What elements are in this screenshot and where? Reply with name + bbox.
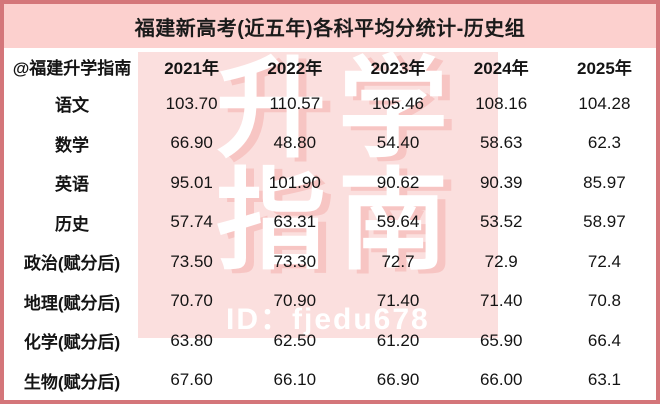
score-value: 58.97: [583, 212, 626, 232]
table-row: 政治(赋分后) 73.50 73.30 72.7 72.9 72.4: [4, 242, 656, 282]
watermark-id: ID：fjedu678: [226, 303, 430, 336]
subject-label: 地理(赋分后): [23, 293, 121, 313]
score-value: 59.64: [376, 212, 420, 232]
score-value: 66.90: [170, 133, 213, 153]
score-value: 104.28: [578, 93, 631, 113]
score-value: 63.31: [273, 212, 317, 232]
score-value: 70.8: [587, 291, 621, 311]
score-value: 70.90: [273, 291, 317, 311]
year-header-2024: 2024年: [473, 58, 529, 78]
year-header-2025: 2025年: [577, 58, 632, 78]
table-row: 化学(赋分后) 63.80 62.50 61.20 65.90 66.4: [4, 321, 656, 361]
score-value: 70.70: [170, 291, 213, 311]
subject-label: 政治(赋分后): [23, 254, 121, 274]
score-value: 72.9: [484, 251, 518, 271]
score-value: 61.20: [376, 330, 420, 350]
score-value: 66.4: [587, 330, 621, 350]
score-value: 62.3: [587, 133, 621, 153]
score-value: 108.16: [475, 93, 528, 113]
score-value: 66.10: [273, 370, 317, 390]
score-value: 54.40: [376, 133, 420, 153]
brand-watermark: 升学 指南 ID：fjedu678: [138, 52, 498, 338]
watermark-line2: 指南: [216, 160, 460, 284]
score-value: 73.30: [273, 251, 317, 271]
score-value: 48.80: [273, 133, 317, 153]
score-value: 72.7: [381, 251, 415, 271]
score-value: 71.40: [479, 291, 523, 311]
subject-label: 化学(赋分后): [23, 333, 121, 353]
score-value: 105.46: [372, 93, 424, 113]
score-value: 73.50: [170, 251, 213, 271]
score-value: 63.1: [587, 370, 621, 390]
table-row: 数学 66.90 48.80 54.40 58.63 62.3: [4, 124, 656, 164]
year-header-2022: 2022年: [267, 58, 323, 78]
score-value: 57.74: [170, 212, 213, 232]
table-row: 生物(赋分后) 67.60 66.10 66.90 66.00 63.1: [4, 361, 656, 401]
table-row: 地理(赋分后) 70.70 70.90 71.40 71.40 70.8: [4, 282, 656, 322]
subject-label: 生物(赋分后): [23, 372, 121, 392]
subject-label: 英语: [55, 175, 89, 195]
score-value: 90.62: [376, 172, 420, 192]
score-value: 67.60: [170, 370, 213, 390]
score-value: 58.63: [479, 133, 523, 153]
score-value: 53.52: [479, 212, 523, 232]
score-value: 90.39: [479, 172, 523, 192]
score-value: 62.50: [273, 330, 317, 350]
title-bar: 福建新高考(近五年)各科平均分统计-历史组: [4, 4, 656, 48]
subject-label: 语文: [55, 96, 89, 116]
year-header-2021: 2021年: [164, 58, 220, 78]
subject-label: 数学: [55, 135, 89, 155]
score-value: 63.80: [170, 330, 213, 350]
score-value: 101.90: [268, 172, 321, 192]
watermark-characters: 升学 指南: [178, 52, 498, 284]
table-row: 历史 57.74 63.31 59.64 53.52 58.97: [4, 203, 656, 243]
table-row: 语文 103.70 110.57 105.46 108.16 104.28: [4, 84, 656, 124]
score-value: 95.01: [170, 172, 213, 192]
score-table: @福建升学指南 2021年 2022年 2023年 2024年 2025年 语文…: [4, 48, 656, 400]
score-value: 72.4: [587, 251, 621, 271]
score-value: 71.40: [376, 291, 420, 311]
table-header-row: @福建升学指南 2021年 2022年 2023年 2024年 2025年: [4, 48, 656, 84]
score-value: 85.97: [583, 172, 626, 192]
score-value: 65.90: [479, 330, 523, 350]
watermark-line1: 升学: [216, 52, 460, 171]
subject-label: 历史: [55, 214, 89, 234]
score-value: 66.90: [376, 370, 420, 390]
score-value: 110.57: [269, 93, 321, 113]
page-title: 福建新高考(近五年)各科平均分统计-历史组: [134, 17, 526, 40]
table-row: 英语 95.01 101.90 90.62 90.39 85.97: [4, 163, 656, 203]
year-header-2023: 2023年: [370, 58, 426, 78]
corner-label: @福建升学指南: [12, 58, 132, 78]
score-value: 103.70: [165, 93, 218, 113]
score-value: 66.00: [479, 370, 523, 390]
